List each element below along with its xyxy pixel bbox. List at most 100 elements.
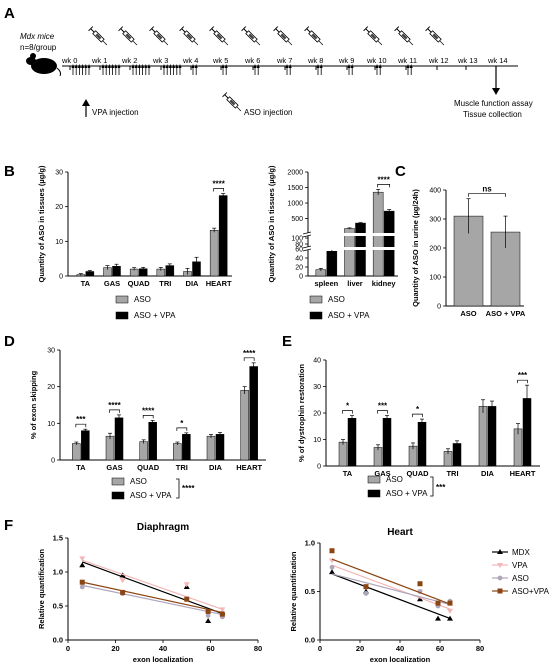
syringe-plunger (90, 28, 95, 33)
vpa-arrow-head (87, 64, 91, 68)
aso-legend: ASO injection (244, 108, 292, 117)
bar (139, 441, 148, 461)
x-tick-label: HEART (206, 279, 232, 288)
data-point (447, 600, 453, 606)
vpa-arrow-head (74, 64, 78, 68)
legend-label: VPA (512, 561, 528, 570)
x-tick-label: 80 (254, 644, 262, 653)
syringe-fill (370, 33, 377, 40)
legend-swatch-aso (309, 295, 323, 304)
bar (173, 443, 182, 461)
bar (487, 406, 497, 467)
legend-label-aso-vpa: ASO + VPA (328, 311, 370, 320)
y-tick-label: 20 (313, 411, 321, 418)
legend-label-aso-vpa: ASO + VPA (130, 491, 172, 500)
trend-line (331, 573, 451, 606)
vpa-arrow-head (378, 64, 382, 68)
syringe-fill (186, 33, 193, 40)
vpa-arrow-head (375, 64, 379, 68)
vpa-arrow-head (288, 64, 292, 68)
syringe-fill (156, 33, 163, 40)
data-point (119, 578, 126, 584)
significance-label: **** (142, 406, 155, 415)
data-point (329, 548, 335, 554)
vpa-arrow-head (104, 64, 108, 68)
legend-swatch-aso-vpa (111, 491, 125, 500)
data-point (363, 591, 369, 596)
vpa-arrow-head (162, 64, 166, 68)
data-point (205, 613, 211, 618)
y-tick-label: 30 (313, 384, 321, 391)
panel-label-c: C (395, 163, 406, 180)
significance-label: **** (108, 401, 121, 410)
bar (72, 443, 81, 461)
syringe-needle (236, 106, 242, 112)
y-tick-label: 1000 (287, 201, 303, 208)
significance-bracket (377, 410, 388, 414)
data-point (497, 575, 503, 581)
syringe-icon (394, 26, 414, 46)
y-tick-label: 0.5 (305, 587, 315, 596)
significance-bracket (377, 184, 391, 188)
chart-title: Diaphragm (137, 522, 189, 533)
week-label: wk 10 (366, 56, 387, 65)
syringe-icon (273, 26, 293, 46)
significance-bracket (517, 379, 528, 384)
x-tick-label: TRI (176, 463, 188, 472)
week-label: wk 9 (338, 56, 354, 65)
vpa-arrow-head (221, 64, 225, 68)
y-tick-label: 40 (295, 256, 303, 263)
end-line1: Muscle function assay (454, 99, 533, 108)
vpa-arrow-head (194, 64, 198, 68)
legend-swatch-aso (367, 475, 381, 484)
data-point (417, 596, 423, 602)
bar (114, 417, 124, 461)
vpa-arrow-head (165, 64, 169, 68)
syringe-plunger (120, 28, 125, 33)
data-point (447, 615, 453, 621)
x-tick-label: HEART (510, 469, 536, 478)
data-point (205, 617, 212, 623)
bar (215, 434, 225, 461)
data-point (183, 582, 190, 588)
bar (382, 418, 392, 467)
significance-bracket (109, 409, 120, 413)
y-tick-label: 80 (295, 242, 303, 249)
x-tick-label: GAS (104, 279, 120, 288)
y-tick-label: 0 (51, 458, 55, 465)
syringe-needle (408, 40, 414, 46)
legend-label: ASO (512, 574, 529, 583)
legend-label: MDX (512, 548, 530, 557)
y-tick-label: 1500 (287, 185, 303, 192)
syringe-icon (149, 26, 169, 46)
data-point (219, 607, 226, 613)
syringe-fill (125, 33, 132, 40)
vpa-arrow-head (141, 64, 145, 68)
data-point (79, 556, 86, 562)
vpa-arrow-head (168, 64, 172, 68)
y-tick-label: 40 (313, 358, 321, 365)
y-tick-label: 20 (295, 265, 303, 272)
syringe-fill (216, 33, 223, 40)
x-tick-label: DIA (209, 463, 223, 472)
vpa-arrow-head (172, 64, 176, 68)
x-axis-title: exon localization (370, 655, 431, 664)
syringe-handle (241, 26, 247, 32)
syringe-needle (439, 40, 445, 46)
y-tick-label: 1.5 (53, 534, 63, 543)
week-label: wk 1 (91, 56, 107, 65)
significance-bracket (243, 357, 255, 361)
significance-label: * (416, 405, 420, 414)
data-point (329, 564, 335, 570)
data-point (120, 589, 126, 595)
syringe-needle (377, 40, 383, 46)
significance-label: * (180, 419, 184, 428)
legend-significance-d: **** (182, 484, 195, 493)
x-tick-label: DIA (186, 279, 200, 288)
y-tick-label: 0 (437, 304, 441, 311)
vpa-arrow-head (178, 64, 182, 68)
mouse-icon (26, 53, 62, 77)
data-point (363, 584, 369, 590)
significance-bracket (75, 423, 87, 428)
y-tick-label: 400 (429, 188, 441, 195)
